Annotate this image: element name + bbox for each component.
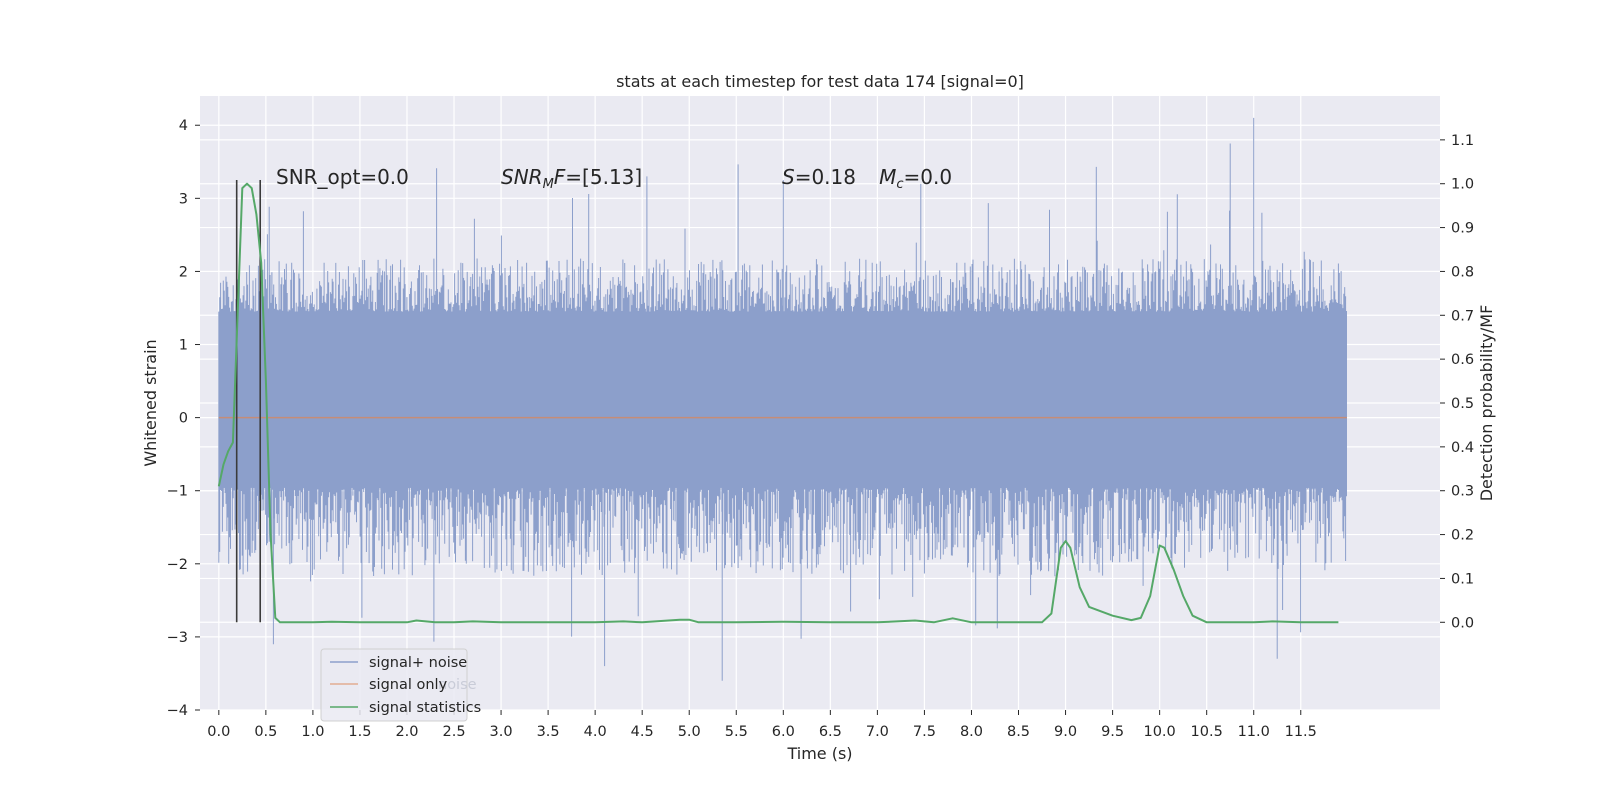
- x-tick-label: 11.0: [1238, 724, 1270, 740]
- legend-label-signal-only: signal only: [369, 677, 448, 693]
- x-tick-label: 1.0: [301, 724, 324, 740]
- x-tick-label: 8.5: [1007, 724, 1030, 740]
- y-left-tick-label: −4: [167, 703, 188, 719]
- x-tick-label: 4.0: [584, 724, 607, 740]
- x-tick-label: 5.5: [725, 724, 748, 740]
- legend-box: [320, 648, 468, 722]
- y-left-tick-label: 3: [179, 191, 188, 207]
- y-right-tick-label: 1.1: [1451, 133, 1474, 149]
- x-tick-label: 0.5: [254, 724, 277, 740]
- y-right-tick-label: 0.3: [1451, 484, 1474, 500]
- y-right-tick-label: 1.0: [1451, 177, 1474, 193]
- y-right-tick-label: 0.4: [1451, 440, 1474, 456]
- y-left-tick-label: 1: [179, 338, 188, 354]
- x-axis-ticks: 0.0 0.5 1.0 1.5 2.0 2.5 3.0 3.5 4.0 4.5 5.0 5.5 6.0 6…: [207, 710, 1317, 740]
- x-tick-label: 7.5: [913, 724, 936, 740]
- y-right-tick-label: 0.9: [1451, 221, 1474, 237]
- x-tick-label: 10.5: [1191, 724, 1223, 740]
- y-right-ticks: 1.1 1.0 0.9 0.8 0.7 0.6 0.5 0.4 0.3 0.2 0.1 0.0: [1440, 133, 1474, 631]
- x-tick-label: 11.5: [1285, 724, 1317, 740]
- x-tick-label: 3.0: [490, 724, 513, 740]
- x-tick-label: 0.0: [207, 724, 230, 740]
- y-right-tick-label: 0.2: [1451, 528, 1474, 544]
- y-right-tick-label: 0.7: [1451, 308, 1474, 324]
- y-left-tick-label: 2: [179, 264, 188, 280]
- annotation-s-mc: S=0.18 Mc=0.0: [782, 165, 952, 192]
- y-right-tick-label: 0.1: [1451, 571, 1474, 587]
- y-left-tick-label: 0: [179, 411, 188, 427]
- chart-title: stats at each timestep for test data 174…: [616, 72, 1024, 91]
- y-left-tick-label: −3: [167, 630, 188, 646]
- y-right-tick-label: 0.5: [1451, 396, 1474, 412]
- x-tick-label: 6.5: [819, 724, 842, 740]
- y-right-tick-label: 0.0: [1451, 615, 1474, 631]
- x-tick-label: 9.0: [1054, 724, 1077, 740]
- legend-ghost-text: noise: [438, 677, 477, 693]
- y-left-tick-label: −1: [167, 484, 188, 500]
- annotation-snr-opt: SNR_opt=0.0: [276, 165, 409, 189]
- signal-statistics-line: [217, 182, 1339, 624]
- y-right-axis-label: Detection probability/MF: [1477, 305, 1496, 502]
- legend: noise signal+ noise signal only signal s…: [320, 648, 481, 722]
- y-right-tick-label: 0.8: [1451, 264, 1474, 280]
- y-left-ticks: 4 3 2 1 0 −1 −2 −3 −4: [167, 118, 200, 719]
- x-tick-label: 2.0: [395, 724, 418, 740]
- noise-band: [218, 117, 1347, 681]
- x-axis-label: Time (s): [786, 744, 852, 763]
- legend-label-noise: signal+ noise: [369, 655, 467, 671]
- y-left-tick-label: 4: [179, 118, 188, 134]
- x-tick-label: 5.0: [678, 724, 701, 740]
- x-tick-label: 6.0: [772, 724, 795, 740]
- x-tick-label: 2.5: [442, 724, 465, 740]
- annotation-snr-mf: SNRMF=[5.13]: [501, 165, 642, 192]
- y-left-tick-label: −2: [167, 557, 188, 573]
- x-tick-label: 10.0: [1143, 724, 1175, 740]
- signal-statistics-series: [217, 182, 1339, 624]
- y-left-axis-label: Whitened strain: [141, 339, 160, 466]
- noise-spikes: [218, 117, 1347, 681]
- x-tick-label: 7.0: [866, 724, 889, 740]
- x-tick-label: 4.5: [631, 724, 654, 740]
- y-right-tick-label: 0.6: [1451, 352, 1474, 368]
- x-tick-label: 9.5: [1101, 724, 1124, 740]
- x-tick-label: 3.5: [537, 724, 560, 740]
- x-tick-label: 8.0: [960, 724, 983, 740]
- x-tick-label: 1.5: [348, 724, 371, 740]
- legend-label-statistics: signal statistics: [369, 700, 481, 716]
